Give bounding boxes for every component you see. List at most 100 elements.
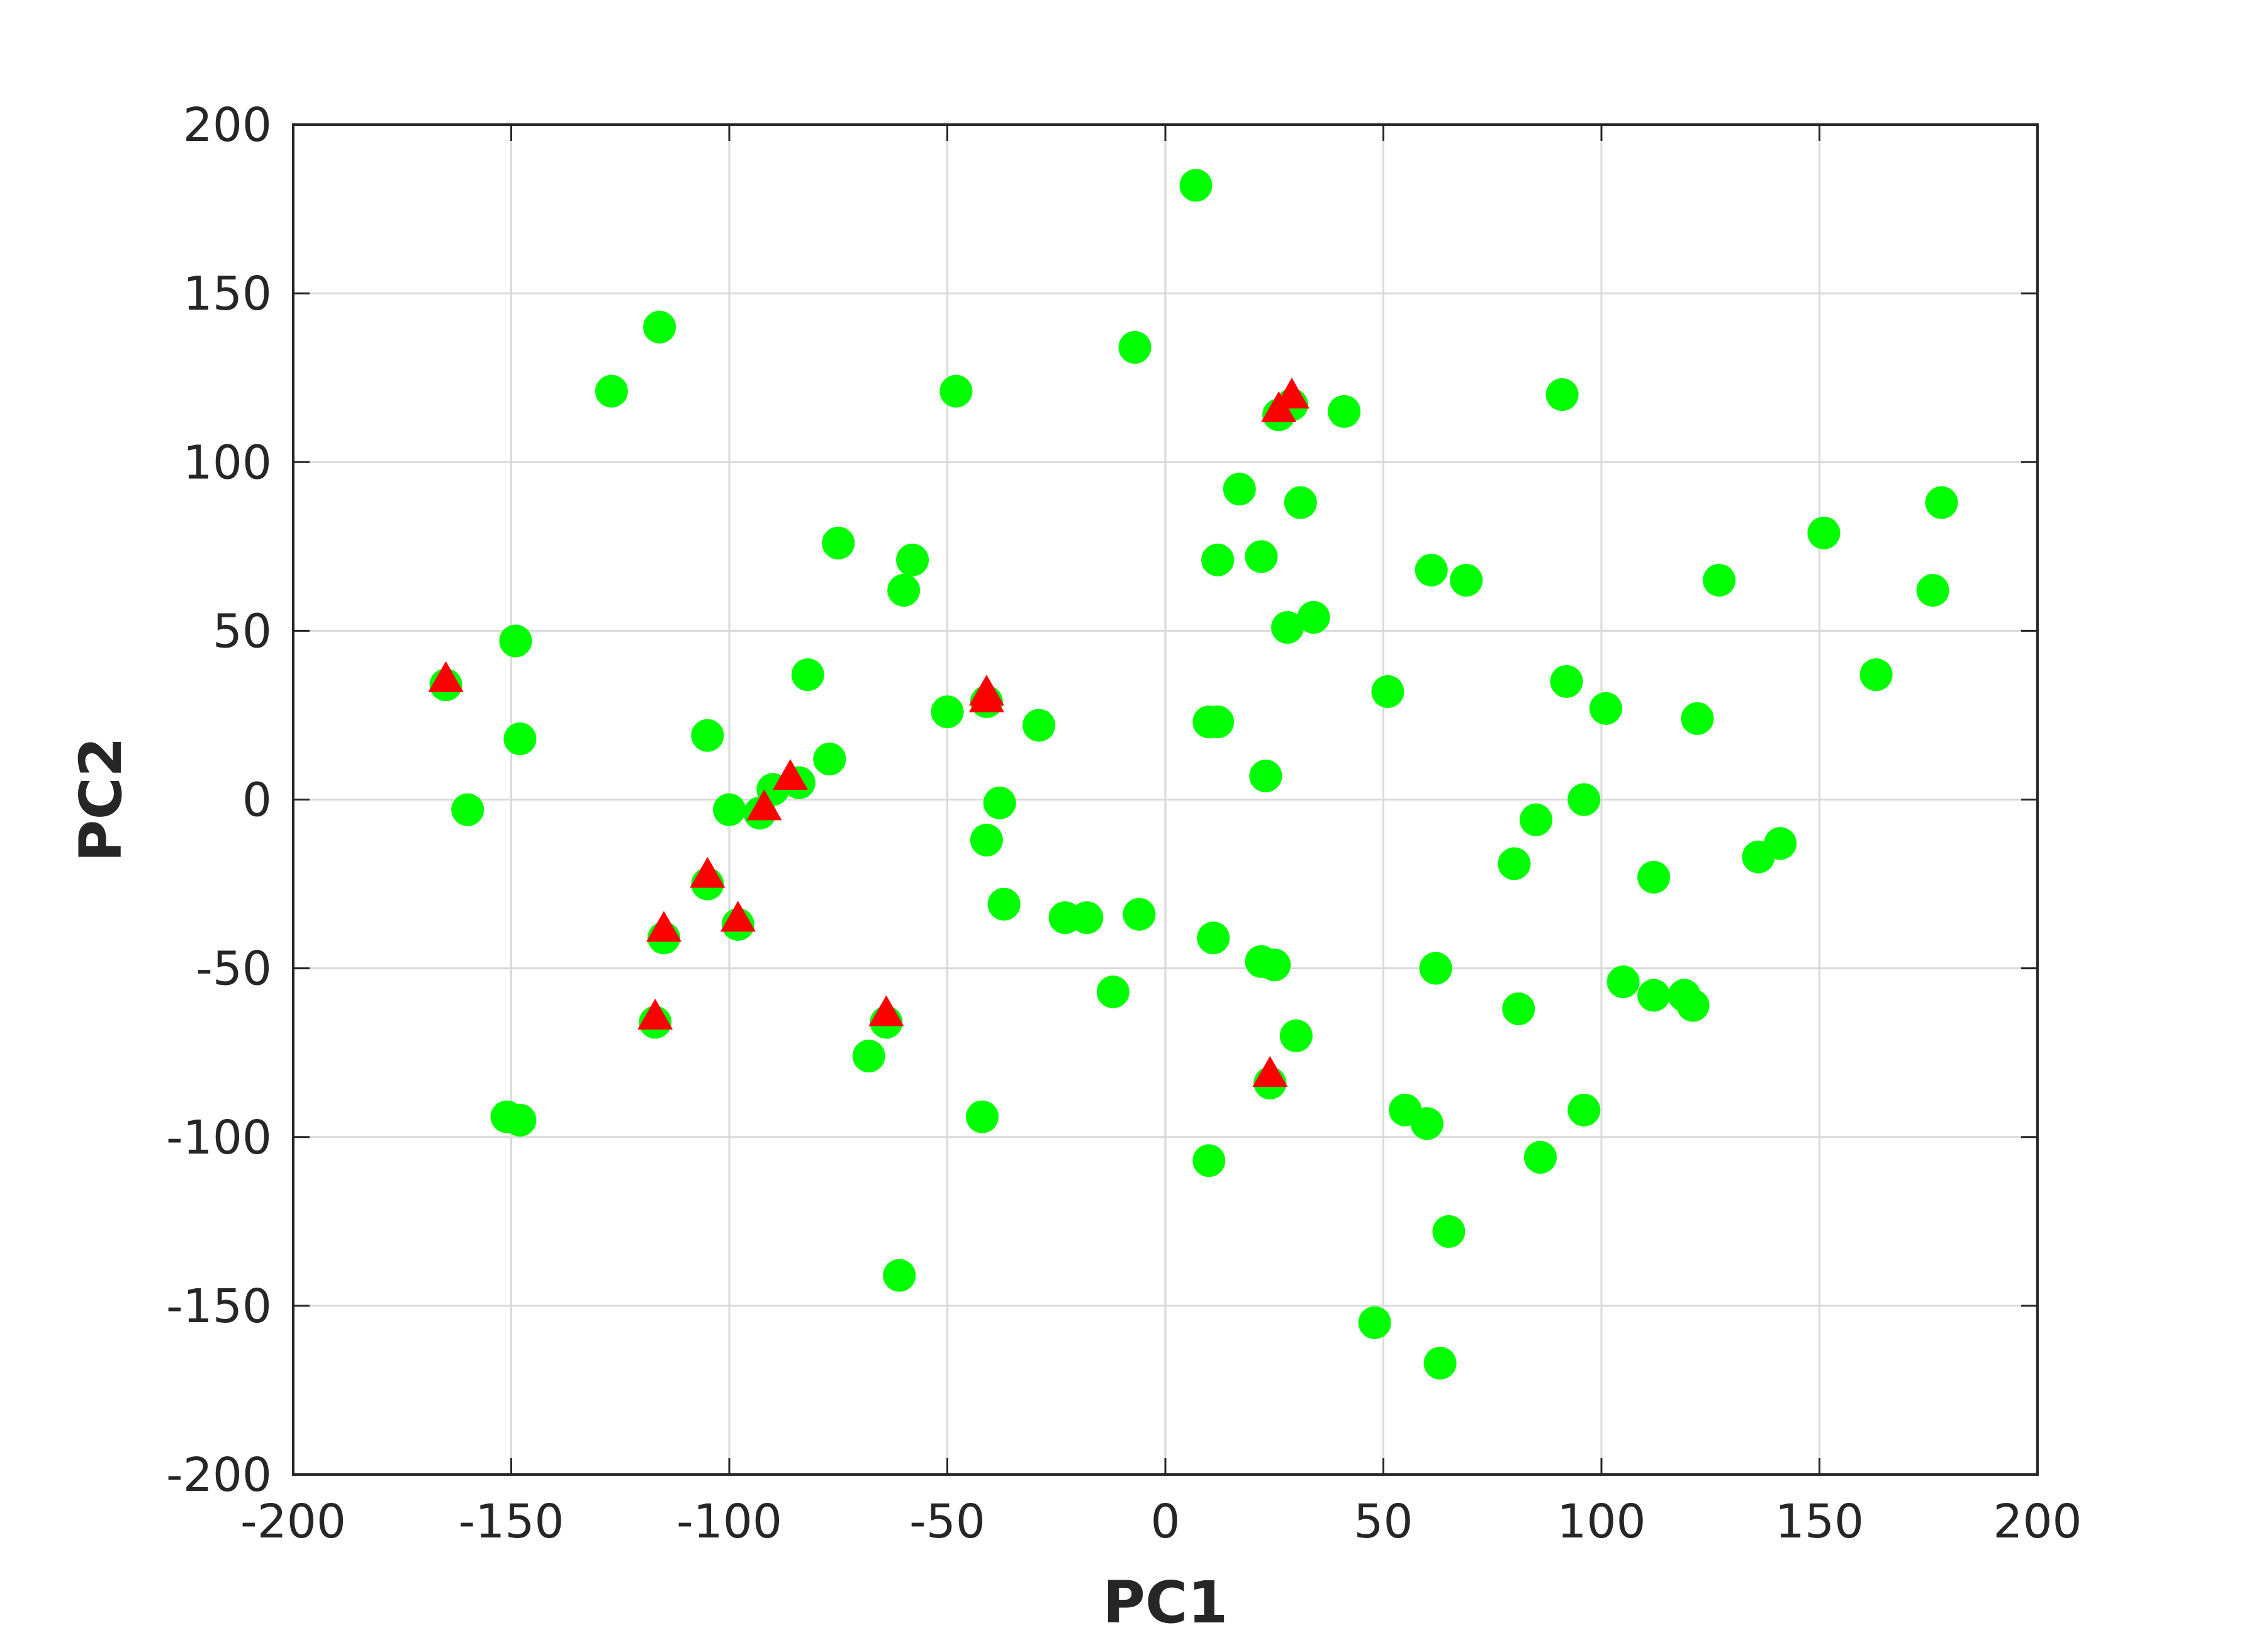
data-point-circle (691, 719, 724, 752)
data-point-circle (1567, 783, 1601, 816)
data-point-circle (1358, 1306, 1391, 1339)
y-tick-label: -50 (196, 942, 272, 996)
data-point-circle (1271, 611, 1304, 644)
data-point-circle (939, 374, 973, 408)
data-point-triangle (773, 759, 809, 790)
data-point-circle (1249, 759, 1282, 792)
axis-ticks (292, 123, 2039, 1476)
data-point-circle (813, 743, 846, 776)
data-point-circle (896, 543, 929, 576)
data-point-circle (1925, 486, 1958, 519)
data-point-circle (1179, 169, 1213, 202)
data-points (428, 169, 1958, 1380)
data-point-circle (1258, 948, 1291, 982)
x-tick-label: -150 (459, 1495, 564, 1549)
data-point-circle (1606, 965, 1640, 999)
data-point-triangle (690, 857, 726, 888)
y-tick-label: 0 (242, 773, 272, 828)
x-tick-label: 0 (1150, 1495, 1180, 1549)
data-point-circle (643, 310, 676, 344)
y-tick-label: 100 (183, 435, 272, 490)
data-point-circle (1410, 1107, 1443, 1140)
data-point-circle (1423, 1347, 1457, 1380)
data-point-circle (987, 887, 1021, 921)
data-point-circle (1297, 600, 1330, 634)
data-point-circle (1371, 675, 1404, 708)
data-point-circle (1070, 901, 1104, 935)
data-point-circle (1681, 702, 1714, 735)
data-point-circle (852, 1040, 885, 1073)
data-point-circle (595, 374, 628, 408)
data-point-circle (1637, 860, 1671, 894)
y-axis-title: PC2 (67, 737, 135, 862)
data-point-circle (451, 793, 485, 826)
data-point-circle (970, 823, 1003, 857)
data-point-circle (1118, 330, 1152, 364)
data-point-circle (1545, 378, 1579, 411)
data-point-circle (1419, 952, 1452, 985)
data-point-triangle (428, 661, 464, 692)
x-tick-label: 150 (1775, 1495, 1864, 1549)
data-point-circle (1279, 1019, 1313, 1052)
data-point-circle (1197, 921, 1230, 955)
data-point-circle (1550, 665, 1583, 698)
x-axis-title: PC1 (1103, 1569, 1228, 1636)
data-point-triangle (968, 681, 1004, 712)
data-point-circle (791, 658, 824, 692)
data-point-circle (503, 1103, 537, 1137)
data-point-circle (931, 695, 964, 729)
data-point-circle (1807, 516, 1841, 549)
x-tick-label: -200 (240, 1495, 346, 1549)
y-tick-label: 150 (183, 267, 272, 321)
data-point-circle (1520, 803, 1553, 836)
data-point-circle (1328, 395, 1361, 428)
data-point-triangle (637, 998, 673, 1030)
data-point-circle (1450, 563, 1483, 597)
data-point-triangle (646, 911, 682, 942)
data-point-circle (1637, 979, 1671, 1012)
data-point-circle (1567, 1093, 1601, 1127)
data-point-triangle (1261, 391, 1297, 422)
data-point-circle (1498, 847, 1531, 880)
data-point-circle (1502, 992, 1535, 1025)
data-point-circle (1916, 574, 1949, 607)
data-point-circle (499, 624, 532, 658)
x-tick-label: 50 (1354, 1495, 1413, 1549)
data-point-circle (1192, 1144, 1226, 1177)
y-tick-label: -100 (166, 1111, 272, 1165)
y-tick-label: -150 (166, 1279, 272, 1334)
data-point-triangle (1252, 1056, 1288, 1087)
y-tick-label: -200 (166, 1448, 272, 1502)
data-point-circle (1284, 486, 1317, 519)
data-point-circle (1589, 692, 1622, 725)
data-point-triangle (868, 995, 904, 1026)
data-point-circle (965, 1100, 999, 1133)
data-point-triangle (720, 901, 756, 932)
x-tick-label: -100 (676, 1495, 782, 1549)
y-tick-label: 200 (183, 98, 272, 152)
data-point-circle (1523, 1140, 1557, 1174)
y-tick-label: 50 (213, 604, 272, 658)
data-point-circle (887, 574, 921, 607)
x-tick-label: 100 (1557, 1495, 1645, 1549)
data-point-circle (1023, 709, 1056, 742)
data-point-circle (1703, 563, 1736, 597)
x-tick-label: 200 (1993, 1495, 2082, 1549)
data-point-circle (1859, 658, 1893, 692)
data-point-circle (1201, 543, 1235, 576)
data-point-circle (1245, 540, 1278, 573)
data-point-circle (1123, 897, 1156, 931)
data-point-circle (822, 526, 855, 559)
grid-lines (292, 123, 2039, 1476)
data-point-triangle (746, 789, 782, 821)
data-point-circle (883, 1259, 916, 1292)
data-point-circle (1764, 827, 1797, 860)
data-point-circle (983, 786, 1016, 819)
data-point-circle (1432, 1215, 1466, 1248)
data-point-circle (1676, 989, 1710, 1022)
y-axis-tick-labels: -200 -150 -100 -50 0 50 100 150 200 (166, 98, 272, 1502)
data-point-circle (713, 793, 746, 826)
data-point-circle (503, 722, 537, 755)
x-tick-label: -50 (909, 1495, 985, 1549)
